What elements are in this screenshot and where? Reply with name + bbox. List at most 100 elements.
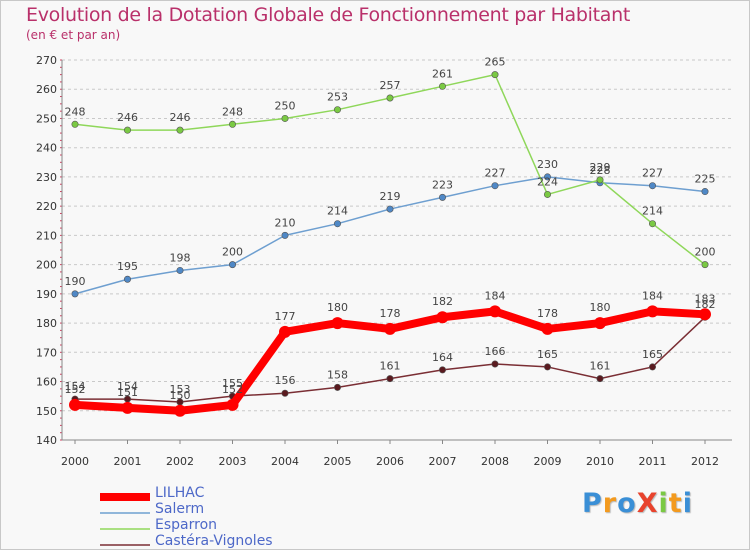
data-label: 214	[642, 205, 663, 218]
data-label: 265	[485, 56, 506, 69]
data-label: 178	[537, 307, 558, 320]
legend-swatch-castera-vignoles	[100, 544, 150, 546]
y-tick-label: 170	[36, 346, 57, 359]
data-label: 229	[590, 161, 611, 174]
data-label: 180	[327, 301, 348, 314]
data-label: 165	[642, 348, 663, 361]
data-label: 248	[65, 105, 86, 118]
data-point	[281, 114, 289, 122]
logo-letter: P	[582, 488, 603, 519]
data-label: 184	[485, 289, 506, 302]
legend-label-castera-vignoles: Castéra-Vignoles	[155, 533, 273, 549]
y-tick-label: 240	[36, 142, 57, 155]
data-label: 182	[695, 298, 716, 311]
x-tick-label: 2001	[114, 455, 142, 468]
data-label: 151	[117, 386, 138, 399]
legend-swatch-esparron	[100, 528, 150, 530]
data-label: 230	[537, 158, 558, 171]
data-point	[281, 389, 289, 397]
data-point	[543, 363, 551, 371]
data-label: 155	[222, 377, 243, 390]
legend-label-lilhac: LILHAC	[155, 485, 205, 501]
data-point	[176, 266, 184, 274]
logo-letter: i	[658, 488, 669, 519]
data-point	[386, 94, 394, 102]
data-point	[596, 375, 604, 383]
data-point	[491, 360, 499, 368]
data-point	[121, 401, 134, 414]
logo-letter: X	[636, 488, 659, 519]
data-label: 184	[642, 289, 663, 302]
data-point	[594, 317, 606, 330]
data-point	[71, 290, 79, 298]
legend-item-salerm: Salerm	[100, 501, 340, 518]
y-tick-label: 150	[36, 405, 57, 418]
legend: LILHAC Salerm Esparron Castéra-Vignoles	[100, 485, 340, 550]
data-label: 178	[380, 307, 401, 320]
data-label: 152	[65, 383, 86, 396]
data-label: 190	[65, 275, 86, 288]
data-label: 165	[537, 348, 558, 361]
chart-title: Evolution de la Dotation Globale de Fonc…	[26, 4, 631, 26]
y-tick-label: 190	[36, 288, 57, 301]
data-label: 161	[590, 360, 611, 373]
x-tick-label: 2000	[61, 455, 89, 468]
data-label: 154	[117, 380, 138, 393]
y-tick-label: 220	[36, 200, 57, 213]
data-point	[386, 205, 394, 213]
data-label: 164	[432, 351, 453, 364]
data-label: 180	[590, 301, 611, 314]
data-label: 150	[170, 389, 191, 402]
data-label: 200	[695, 246, 716, 259]
data-label: 225	[695, 173, 716, 186]
legend-item-esparron: Esparron	[100, 517, 340, 534]
y-tick-label: 230	[36, 171, 57, 184]
data-label: 227	[485, 167, 506, 180]
data-point	[701, 261, 709, 269]
data-point	[646, 305, 659, 318]
data-label: 250	[275, 99, 296, 112]
legend-item-castera-vignoles: Castéra-Vignoles	[100, 533, 340, 550]
data-label: 228	[590, 164, 611, 177]
y-tick-label: 200	[36, 259, 57, 272]
data-label: 246	[170, 111, 191, 124]
y-tick-label: 250	[36, 112, 57, 125]
logo-letter: r	[602, 488, 618, 519]
data-label: 246	[117, 111, 138, 124]
data-point	[386, 375, 394, 383]
chart-subtitle: (en € et par an)	[26, 28, 121, 42]
data-label: 214	[327, 205, 348, 218]
data-point	[226, 398, 239, 411]
x-tick-label: 2012	[691, 455, 719, 468]
y-tick-label: 260	[36, 83, 57, 96]
y-tick-label: 180	[36, 317, 57, 330]
data-label: 223	[432, 178, 453, 191]
proxiti-logo: ProXiti	[582, 488, 693, 519]
data-label: 166	[485, 345, 506, 358]
x-tick-label: 2002	[166, 455, 194, 468]
data-point	[438, 366, 446, 374]
x-tick-label: 2006	[376, 455, 404, 468]
y-tick-label: 210	[36, 229, 57, 242]
y-tick-label: 270	[36, 54, 57, 67]
legend-label-esparron: Esparron	[155, 517, 218, 533]
data-point	[701, 188, 709, 196]
data-label: 253	[327, 91, 348, 104]
data-point	[331, 317, 344, 330]
data-point	[281, 231, 289, 239]
legend-label-salerm: Salerm	[155, 501, 205, 517]
x-tick-label: 2011	[639, 455, 667, 468]
data-label: 154	[65, 380, 86, 393]
data-point	[176, 126, 184, 134]
legend-swatch-lilhac	[100, 493, 150, 501]
data-point	[384, 322, 396, 335]
data-point	[333, 106, 341, 114]
data-label: 200	[222, 246, 243, 259]
data-point	[436, 311, 449, 324]
data-label: 210	[275, 216, 296, 229]
data-label: 257	[380, 79, 401, 92]
data-label: 248	[222, 105, 243, 118]
logo-letter: t	[668, 488, 683, 519]
data-point	[543, 190, 551, 198]
data-point	[648, 182, 656, 190]
